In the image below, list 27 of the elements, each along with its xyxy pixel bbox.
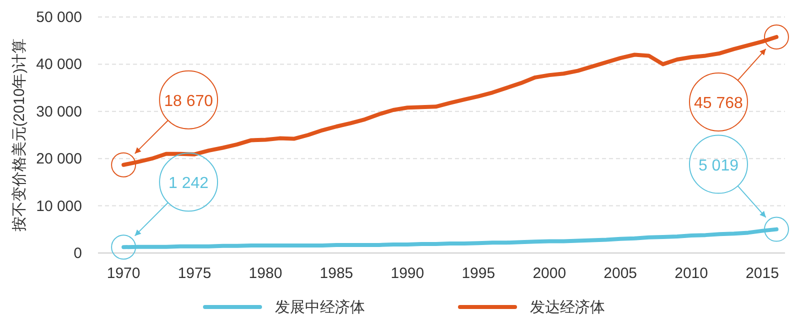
legend-label: 发展中经济体 [275,299,365,316]
point [764,216,789,242]
x-tick-label: 1990 [390,265,424,282]
point [111,152,136,178]
x-tick-label: 2000 [532,265,566,282]
x-tick-label: 1970 [106,265,140,282]
y-tick-label: 10 000 [36,198,82,215]
y-axis-title: 按不变价格美元(2010年)计算 [11,38,28,232]
y-tick-label: 40 000 [36,56,82,74]
y-tick-label: 30 000 [36,103,82,120]
y-tick-label: 50 000 [36,9,82,26]
x-tick-label: 1975 [178,265,212,282]
data-label: 1 242 [168,175,209,192]
y-tick-label: 0 [74,245,82,262]
x-tick-label: 2010 [674,265,708,282]
point [111,234,136,260]
x-tick-label: 1980 [248,265,282,282]
x-tick-label: 1985 [320,265,354,282]
data-label: 5 019 [698,157,739,174]
data-label: 18 670 [164,92,214,110]
data-label: 45 768 [694,94,744,112]
legend-label: 发达经济体 [530,299,605,316]
y-tick-label: 20 000 [36,150,82,168]
point [764,24,789,50]
x-tick-label: 2015 [746,265,779,282]
x-tick-label: 1995 [462,265,496,282]
x-tick-label: 2005 [604,265,638,282]
